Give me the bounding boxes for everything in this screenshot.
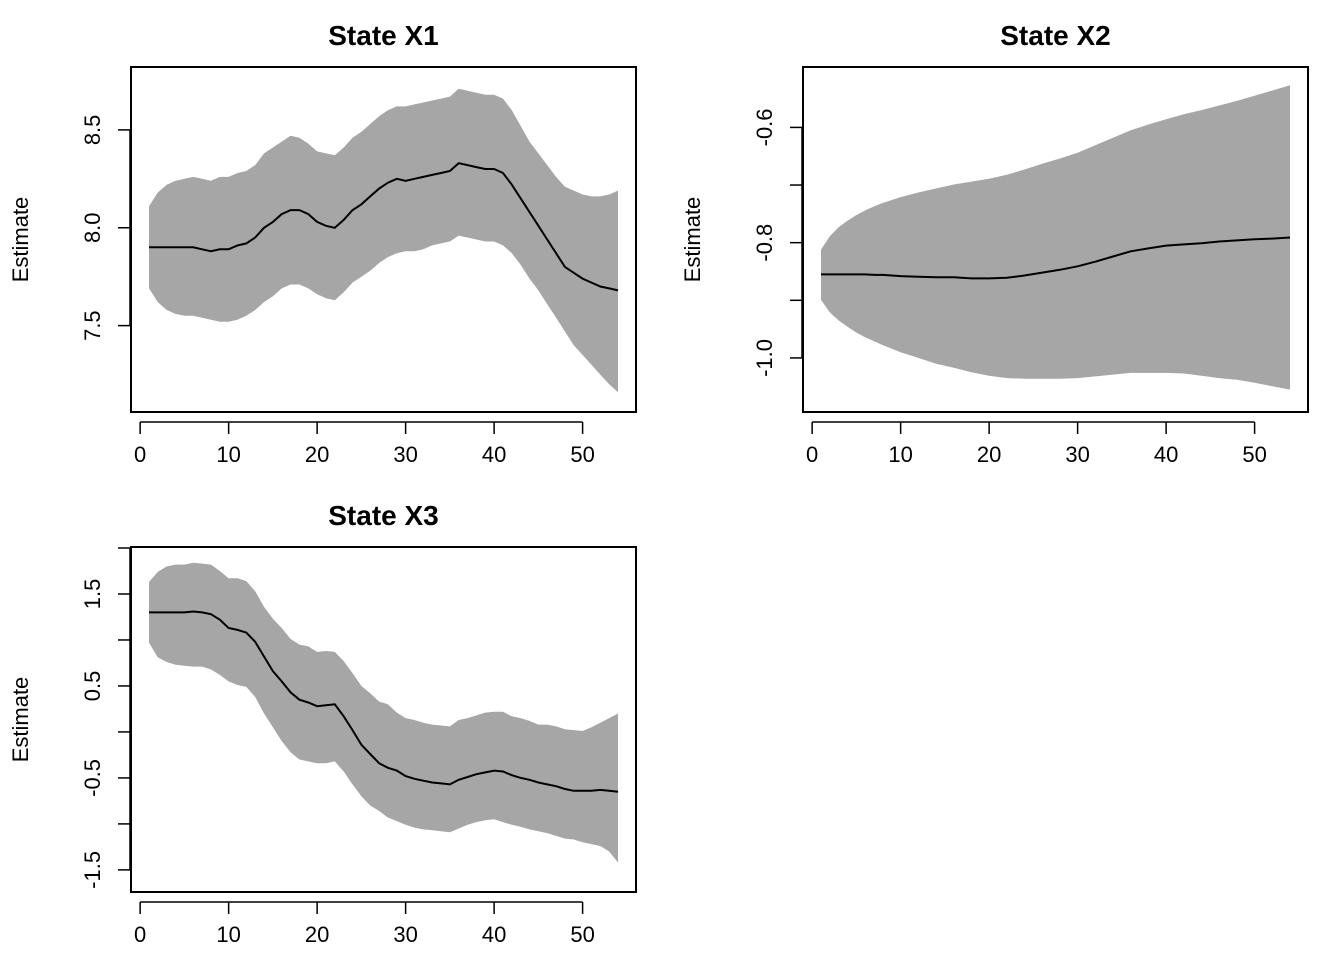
x-tick-label: 0 — [134, 922, 146, 947]
x-tick-label: 50 — [1242, 442, 1266, 467]
plot-frame — [802, 66, 1309, 413]
x-tick-label: 40 — [1154, 442, 1178, 467]
estimate-line — [149, 162, 619, 292]
x-tick-label: 20 — [977, 442, 1001, 467]
confidence-band — [821, 85, 1290, 390]
x-tick-label: 30 — [393, 922, 417, 947]
y-tick-label: 0.5 — [80, 671, 105, 702]
panel-title: State X3 — [328, 500, 439, 531]
x-tick-label: 10 — [216, 442, 240, 467]
estimate-line — [821, 236, 1291, 280]
x-tick-label: 20 — [305, 922, 329, 947]
panel-3: 0 10 20 30 40 50 -1.5 -0.5 0.5 1.5 Estimate State X… — [8, 500, 637, 947]
panel-title: State X2 — [1000, 20, 1111, 51]
y-tick-label: -0.6 — [752, 108, 777, 146]
x-tick-label: 10 — [888, 442, 912, 467]
plot-frame — [130, 66, 637, 413]
y-tick-label: 1.5 — [80, 579, 105, 610]
x-tick-label: 30 — [393, 442, 417, 467]
y-tick-label: 7.5 — [80, 310, 105, 341]
confidence-band — [149, 562, 618, 863]
y-axis-title: Estimate — [8, 677, 33, 763]
panel-title: State X1 — [328, 20, 439, 51]
confidence-band — [149, 88, 618, 393]
x-tick-label: 10 — [216, 922, 240, 947]
y-tick-label: 8.5 — [80, 115, 105, 146]
y-axis-title: Estimate — [680, 197, 705, 283]
estimate-line — [149, 610, 619, 793]
panel-2: 0 10 20 30 40 50 -1.0 -0.8 -0.6 Estimate State X2 — [680, 20, 1309, 467]
y-tick-label: -0.8 — [752, 224, 777, 262]
x-tick-label: 40 — [482, 442, 506, 467]
x-tick-label: 0 — [806, 442, 818, 467]
plot-frame — [130, 546, 637, 893]
x-tick-label: 50 — [570, 442, 594, 467]
y-tick-label: -0.5 — [80, 759, 105, 797]
x-tick-label: 50 — [570, 922, 594, 947]
x-tick-label: 20 — [305, 442, 329, 467]
y-tick-label: -1.5 — [80, 851, 105, 889]
y-tick-label: 8.0 — [80, 212, 105, 243]
y-axis-title: Estimate — [8, 197, 33, 283]
x-tick-label: 30 — [1065, 442, 1089, 467]
panel-1: 0 10 20 30 40 50 7.5 8.0 8.5 Estimate State X1 — [8, 20, 637, 467]
y-tick-label: -1.0 — [752, 339, 777, 377]
x-tick-label: 0 — [134, 442, 146, 467]
x-tick-label: 40 — [482, 922, 506, 947]
